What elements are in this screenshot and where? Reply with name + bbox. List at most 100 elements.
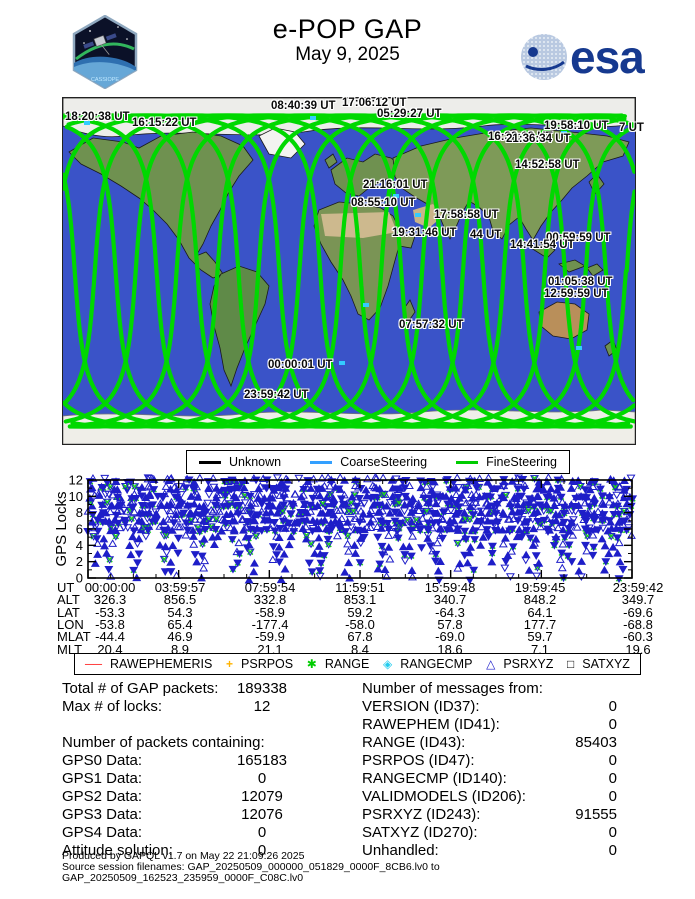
eph-value: 15:59:48: [424, 580, 476, 595]
steering-legend: Unknown CoarseSteering FineSteering: [186, 450, 570, 474]
stat-label: VALIDMODELS (ID206):: [362, 788, 526, 805]
eph-value: -58.0: [345, 616, 375, 632]
stat-value: 0: [608, 698, 617, 715]
stat-row: PSRXYZ (ID243): 91555: [362, 806, 622, 824]
legend-item: Unknown: [199, 455, 281, 469]
eph-value: 03:59:57: [154, 580, 206, 595]
stat-label: SATXYZ (ID270):: [362, 824, 478, 841]
eph-value: 46.9: [167, 629, 193, 645]
eph-value: -69.0: [435, 629, 465, 645]
legend-item: △ PSRXYZ: [486, 657, 553, 671]
stat-label: Total # of GAP packets:: [62, 680, 219, 697]
stat-row: GPS1 Data: 0: [62, 770, 322, 788]
stat-label: RANGECMP (ID140):: [362, 770, 507, 787]
page-date: May 9, 2025: [295, 44, 400, 65]
stat-label: GPS4 Data:: [62, 824, 143, 841]
stat-value: 91555: [575, 806, 617, 823]
eph-value: -59.9: [255, 629, 285, 645]
svg-text:2: 2: [76, 554, 83, 569]
stat-value: 189338: [236, 680, 288, 697]
svg-text:6: 6: [76, 522, 83, 537]
eph-row-label: MLT: [57, 641, 83, 657]
eph-value: -53.3: [95, 604, 125, 620]
stat-value: 0: [608, 824, 617, 841]
stat-value: 0: [257, 770, 267, 787]
stat-row: PSRPOS (ID47): 0: [362, 752, 622, 770]
map-canvas: [61, 97, 637, 445]
svg-text:4: 4: [76, 538, 83, 553]
y-axis-label: GPS Locks: [53, 491, 70, 566]
map-time-label: 07:57:32 UT: [399, 319, 464, 331]
stat-row: Attitude solution: 0: [62, 842, 322, 860]
map-time-label: 21:36:34 UT: [506, 133, 571, 145]
eph-value: -68.8: [623, 616, 653, 632]
stat-label: GPS2 Data:: [62, 788, 143, 805]
legend-item: FineSteering: [456, 455, 557, 469]
eph-value: 59.2: [347, 604, 373, 620]
esa-logo-text: esa: [570, 31, 645, 83]
ground-tracks: [61, 113, 637, 429]
stat-row: GPS3 Data: 12076: [62, 806, 322, 824]
eph-value: 54.3: [167, 604, 193, 620]
stat-value: 0: [608, 788, 617, 805]
stat-row: SATXYZ (ID270): 0: [362, 824, 622, 842]
eph-value: 7.1: [530, 641, 550, 657]
eph-value: 177.7: [523, 616, 557, 632]
eph-value: -64.3: [435, 604, 465, 620]
dash-marker-icon: ──: [85, 657, 103, 671]
svg-text:8: 8: [76, 505, 83, 520]
stat-value: 0: [257, 842, 267, 859]
stat-row: RANGECMP (ID140): 0: [362, 770, 622, 788]
eph-value: 65.4: [167, 616, 193, 632]
map-time-label: 19:58:10 UT: [544, 120, 609, 132]
stat-value: 0: [608, 842, 617, 859]
stat-label: Unhandled:: [362, 842, 439, 859]
footer-line: Produced by GAPQL v1.7 on May 22 21:09:2…: [62, 850, 305, 862]
eph-value: 848.2: [523, 592, 557, 608]
legend-label: FineSteering: [486, 455, 557, 469]
svg-text:12: 12: [69, 473, 83, 488]
map-time-label: 05:29:27 UT: [377, 108, 442, 120]
eph-value: -44.4: [95, 629, 125, 645]
eph-value: 57.8: [437, 616, 463, 632]
map-time-label: 44 UT: [470, 229, 502, 241]
legend-label: RANGE: [324, 657, 370, 671]
eph-row-label: ALT: [57, 592, 80, 608]
stat-value: 0: [608, 752, 617, 769]
legend-label: CoarseSteering: [340, 455, 428, 469]
eph-value: 8.9: [170, 641, 190, 657]
eph-value: 67.8: [347, 629, 373, 645]
eph-value: 64.1: [527, 604, 553, 620]
packet-marker-legend: ── RAWEPHEMERIS + PSRPOS ✱ RANGE ◈ RANGECMP △ PSR…: [74, 653, 641, 675]
legend-item: ── RAWEPHEMERIS: [85, 657, 212, 671]
stat-row: Max # of locks: 12: [62, 698, 322, 716]
eph-row-label: UT: [57, 580, 75, 595]
plus-marker-icon: +: [226, 657, 234, 671]
legend-label: RAWEPHEMERIS: [110, 657, 213, 671]
stat-label: RANGE (ID43):: [362, 734, 466, 751]
stat-value: 0: [608, 716, 617, 733]
diamond-marker-icon: ◈: [382, 657, 393, 671]
map-time-label: 16:32:18 UT: [488, 131, 553, 143]
eph-value: 349.7: [621, 592, 655, 608]
stat-row: VALIDMODELS (ID206): 0: [362, 788, 622, 806]
eph-value: 340.7: [433, 592, 467, 608]
legend-item: ✱ RANGE: [307, 657, 370, 671]
line-marker-icon: [199, 460, 221, 464]
legend-label: RANGECMP: [400, 657, 473, 671]
map-time-label: 7 UT: [619, 122, 644, 134]
stat-row: Unhandled: 0: [362, 842, 622, 860]
eph-value: -58.9: [255, 604, 285, 620]
legend-item: CoarseSteering: [310, 455, 427, 469]
eph-value: 59.7: [527, 629, 553, 645]
stat-value: 12079: [241, 788, 283, 805]
stat-value: 12076: [241, 806, 283, 823]
footer-line: GAP_20250509_162523_235959_0000F_C08C.lv…: [62, 871, 304, 884]
map-time-label: 00:59:59 UT: [546, 232, 611, 244]
map-time-label: 17:58:58 UT: [434, 209, 499, 221]
stat-row: Number of packets containing:: [62, 734, 322, 752]
eph-value: 20.4: [97, 641, 123, 657]
